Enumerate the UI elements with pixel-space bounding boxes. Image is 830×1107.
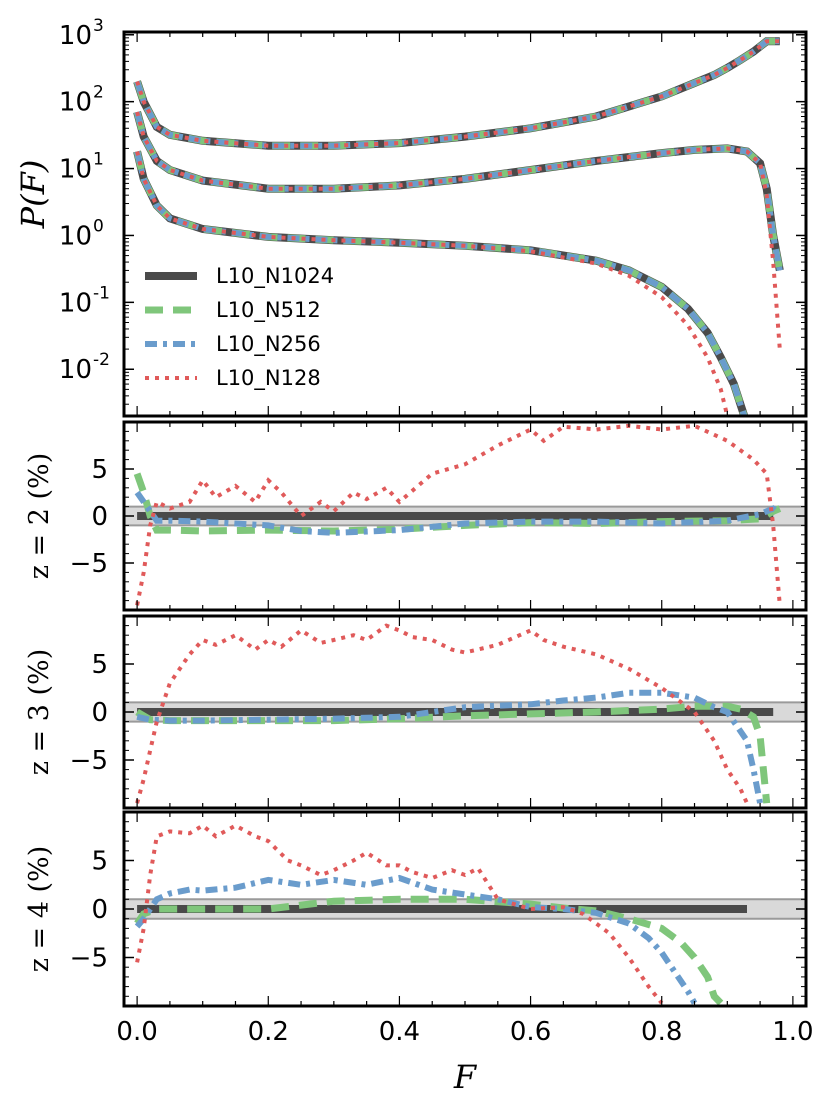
ytick-label: −5 [70,944,108,974]
curve-l10_n256-4 [134,150,748,416]
ytick-exponent: 2 [93,83,104,103]
ytick-label: −5 [70,549,108,579]
residual-curves-z4 [134,823,747,1006]
ytick-label: 10 [59,221,92,251]
xtick-label: 0.0 [116,1017,157,1047]
x-axis-label: F [453,1058,478,1096]
y-axis-label-pf: P(F) [14,160,52,230]
ytick-exponent: 0 [93,216,104,236]
ytick-label: 10 [59,155,92,185]
curve-l10_n128-4 [135,151,730,416]
legend-label-l10_n256: L10_N256 [216,332,321,357]
ytick-exponent: -1 [93,283,110,303]
x-axis: 0.0 0.2 0.4 0.6 0.8 1.0 F [116,1017,813,1096]
curve-l10_n128-2 [135,39,780,148]
ytick-exponent: -2 [93,350,110,370]
legend-label-l10_n128: L10_N128 [216,366,321,391]
ytick-label: 10 [59,88,92,118]
xtick-label: 0.4 [379,1017,420,1047]
residual-l10_n128-z3 [135,623,749,805]
y-axis-label-z4: z = 4 (%) [24,846,55,973]
residual-l10_n512-z4 [134,895,724,1006]
ytick-label: −5 [70,746,108,776]
xtick-label: 0.2 [248,1017,289,1047]
ytick-label: 0 [91,895,108,925]
curve-l10_n1024-2 [133,37,780,150]
curve-l10_n512-2 [133,37,780,150]
ytick-label: 10 [59,355,92,385]
residual-l10_n512-z3 [135,702,771,804]
xtick-label: 0.6 [510,1017,551,1047]
y-axis-label-z3: z = 3 (%) [24,649,55,776]
panel-z4: 5 0 −5 z = 4 (%) [24,810,808,1008]
frame-z3 [122,614,808,810]
residual-l10_n256-z3 [136,689,764,804]
y-axis-label-z2: z = 2 (%) [24,453,55,580]
ytick-label: 10 [59,21,92,51]
residual-l10_n128-z2 [135,423,782,606]
top-curves [133,37,784,416]
panel-z2: 5 0 −5 z = 2 (%) [24,420,808,612]
ytick-label: 0 [91,698,108,728]
ytick-label: 5 [91,650,108,680]
curve-l10_n256-2 [134,38,780,149]
curve-l10_n128-3 [135,111,782,350]
xtick-label: 1.0 [772,1017,813,1047]
residual-l10_n256-z4 [134,874,698,1005]
legend-label-l10_n512: L10_N512 [216,298,321,323]
ytick-label: 5 [91,455,108,485]
legend-label-l10_n1024: L10_N1024 [216,264,334,289]
residual-curves-z3 [135,623,774,805]
panel-z3: 5 0 −5 z = 3 (%) [24,614,808,810]
ytick-label: 5 [91,847,108,877]
legend: L10_N1024 L10_N512 L10_N256 L10_N128 [145,264,334,391]
ytick-label: 0 [91,502,108,532]
ytick-exponent: 3 [93,16,104,36]
residual-curves-z2 [133,423,782,606]
ytick-label: 10 [59,288,92,318]
ytick-exponent: 1 [93,150,104,170]
frame-z2 [122,420,808,612]
residual-l10_n256-z2 [134,490,782,536]
top-frame [122,30,808,418]
frame-z4 [122,810,808,1008]
xtick-label: 0.8 [641,1017,682,1047]
